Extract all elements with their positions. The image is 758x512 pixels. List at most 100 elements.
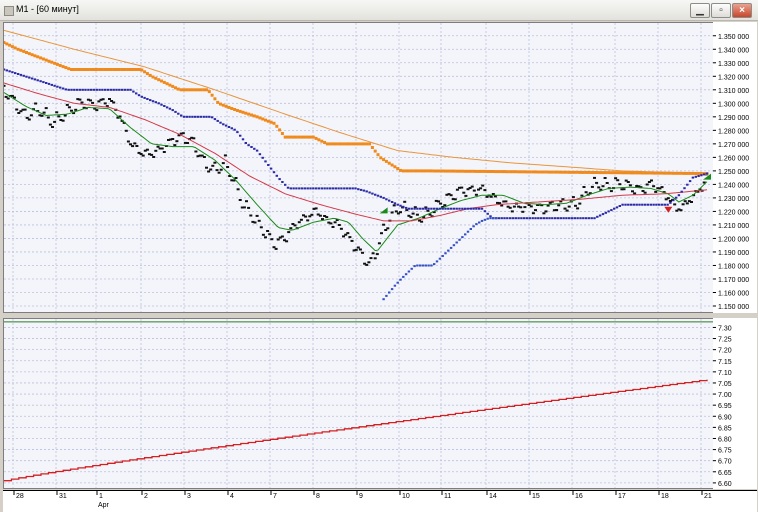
price-chart-panel[interactable] xyxy=(3,22,714,313)
series-point-price xyxy=(635,185,639,187)
series-point-upper_band xyxy=(16,47,20,51)
series-point-upper_band xyxy=(444,169,447,173)
series-point-lower_band xyxy=(674,196,678,199)
series-point-lower_band xyxy=(47,82,51,85)
series-point-price xyxy=(179,132,183,135)
series-point-price xyxy=(365,263,369,266)
series-point-lower_band xyxy=(691,176,695,179)
series-point-price xyxy=(382,223,386,226)
series-point-lower_band xyxy=(511,217,515,220)
scale-tick-label: 1.190 000 xyxy=(718,250,749,257)
series-point-lower_band xyxy=(584,217,588,220)
series-point-lower_band xyxy=(22,74,25,77)
series-point-lower_band_fine xyxy=(393,284,397,287)
series-point-lower_band xyxy=(250,146,253,148)
series-point-lower_band xyxy=(382,196,385,199)
series-point-price xyxy=(175,140,179,143)
series-point-upper_band xyxy=(165,82,169,86)
series-point-lower_band xyxy=(284,183,287,186)
series-point-upper_band xyxy=(39,56,43,60)
minimize-button[interactable]: ▁ xyxy=(690,3,710,18)
series-point-upper_band xyxy=(511,170,515,174)
series-point-price xyxy=(190,136,194,139)
series-point-price xyxy=(565,209,569,212)
series-point-upper_band xyxy=(553,170,557,174)
price-chart xyxy=(4,23,713,312)
series-point-price xyxy=(198,154,202,157)
series-point-lower_band xyxy=(160,103,163,106)
series-point-lower_band xyxy=(531,217,534,220)
series-point-lower_band xyxy=(227,126,231,128)
grid-lines xyxy=(4,23,713,312)
series-point-upper_band xyxy=(534,170,537,174)
series-point-lower_band xyxy=(534,217,537,220)
series-point-upper_band xyxy=(219,102,222,106)
series-point-lower_band xyxy=(109,88,113,91)
series-point-lower_band xyxy=(219,121,222,124)
series-point-lower_band_fine xyxy=(385,294,388,297)
series-point-price xyxy=(89,99,92,102)
series-point-upper_band xyxy=(145,72,149,76)
series-point-upper_band xyxy=(190,88,194,92)
series-point-price xyxy=(145,148,149,151)
series-point-price xyxy=(633,192,637,195)
series-point-upper_band xyxy=(638,171,641,175)
series-point-price xyxy=(418,219,421,222)
series-point-price xyxy=(380,232,383,235)
series-point-upper_band xyxy=(286,135,290,139)
indicator-chart-panel[interactable] xyxy=(3,318,714,489)
time-tick-label: 8 xyxy=(316,493,320,500)
series-point-price xyxy=(57,115,61,118)
series-point-price xyxy=(339,227,343,230)
series-point-lower_band xyxy=(295,187,298,190)
series-point-price xyxy=(316,213,320,216)
series-point-lower_band xyxy=(5,69,8,72)
price-scale[interactable]: 1.350 000 1.340 000 1.330 000 1.320 000 1.31… xyxy=(713,22,757,313)
series-point-lower_band xyxy=(641,203,644,206)
series-point-lower_band xyxy=(472,207,475,210)
series-point-lower_band xyxy=(253,147,256,150)
series-point-lower_band xyxy=(75,88,79,91)
series-point-lower_band xyxy=(357,188,360,191)
series-point-price xyxy=(122,121,126,124)
series-point-lower_band xyxy=(669,201,672,204)
series-point-price xyxy=(434,199,438,202)
series-point-lower_band xyxy=(478,207,481,210)
close-button[interactable]: × xyxy=(732,3,752,18)
series-point-upper_band xyxy=(365,142,369,146)
series-point-price xyxy=(489,195,493,198)
series-point-price xyxy=(453,198,457,201)
indicator-scale-labels: 7.30 7.25 7.20 7.15 7.10 7.05 7.00 6.95 6.90 6.85… xyxy=(713,325,732,488)
series-point-price xyxy=(46,116,50,119)
series-point-price xyxy=(312,207,316,210)
series-point-upper_band xyxy=(435,169,439,173)
series-point-lower_band xyxy=(551,217,554,220)
restore-button[interactable]: ▫ xyxy=(711,3,731,18)
series-point-upper_band xyxy=(382,158,386,162)
time-axis[interactable]: 28 31 1 2 3 4 7 8 9 10 11 14 15 16 17 18 21 Apr xyxy=(3,490,757,512)
series-point-upper_band xyxy=(410,169,414,173)
series-point-lower_band xyxy=(554,217,557,220)
series-point-lower_band xyxy=(374,193,377,196)
series-point-lower_band_fine xyxy=(396,281,399,284)
series-point-lower_band xyxy=(596,215,599,218)
series-point-lower_band xyxy=(649,203,652,206)
series-point-price xyxy=(422,216,426,219)
series-point-price xyxy=(455,188,459,191)
series-upper_band xyxy=(4,41,709,176)
series-point-lower_band xyxy=(697,175,700,177)
series-point-price xyxy=(580,194,584,197)
series-point-upper_band xyxy=(311,135,315,139)
series-point-upper_band xyxy=(126,68,130,71)
series-point-price xyxy=(156,145,160,148)
series-point-price xyxy=(464,194,468,197)
indicator-scale[interactable]: 7.30 7.25 7.20 7.15 7.10 7.05 7.00 6.95 6.90 6.85… xyxy=(713,318,757,489)
series-point-lower_band xyxy=(624,203,627,206)
series-point-price xyxy=(302,214,305,217)
series-point-price xyxy=(223,154,227,157)
series-point-upper_band xyxy=(283,135,287,139)
series-point-upper_band xyxy=(207,90,211,94)
series-point-upper_band xyxy=(171,84,175,88)
series-point-upper_band xyxy=(10,45,14,49)
series-point-lower_band xyxy=(393,202,397,205)
